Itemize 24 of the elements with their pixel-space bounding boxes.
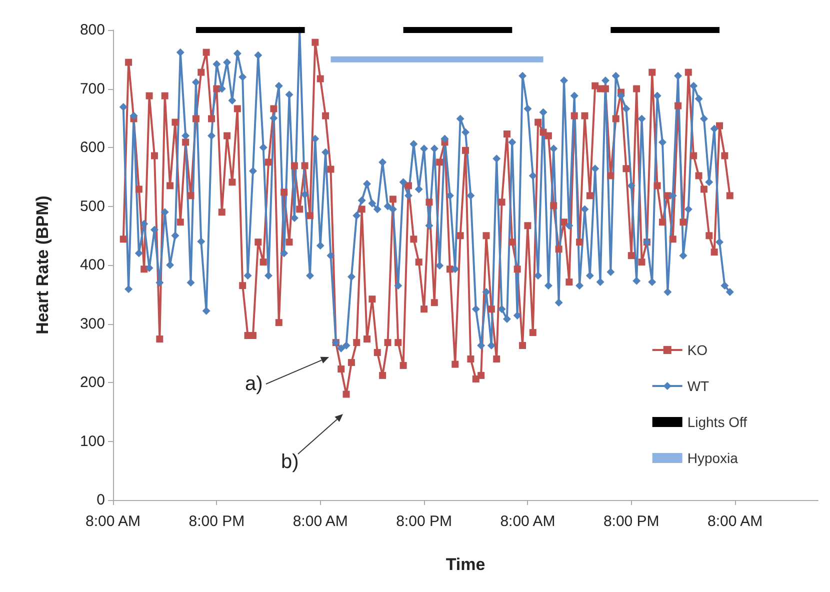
y-tick-label: 300 [80, 315, 105, 332]
annotation: a) [245, 373, 263, 395]
annotation: b) [281, 451, 299, 473]
y-tick-label: 600 [80, 139, 105, 156]
x-tick-label: 8:00 PM [188, 513, 245, 530]
y-tick-label: 200 [80, 374, 105, 391]
y-axis-title: Heart Rate (BPM) [33, 196, 52, 334]
legend-label: Lights Off [687, 414, 748, 430]
x-tick-label: 8:00 AM [708, 513, 763, 530]
x-axis-title: Time [446, 555, 486, 574]
y-tick-label: 0 [96, 492, 105, 508]
y-tick-label: 700 [80, 80, 105, 98]
y-tick-label: 400 [80, 256, 105, 274]
x-tick-label: 8:00 PM [396, 513, 452, 530]
x-tick-label: 8:00 PM [603, 513, 660, 530]
y-tick-label: 800 [80, 22, 105, 38]
x-tick-label: 8:00 AM [85, 513, 141, 530]
legend-label: KO [687, 342, 708, 358]
y-tick-label: 100 [80, 432, 105, 450]
x-tick-label: 8:00 AM [292, 513, 348, 530]
y-tick-label: 500 [80, 198, 105, 215]
legend-label: Hypoxia [687, 450, 738, 466]
x-tick-label: 8:00 AM [500, 513, 556, 530]
legend-label: WT [687, 378, 710, 394]
